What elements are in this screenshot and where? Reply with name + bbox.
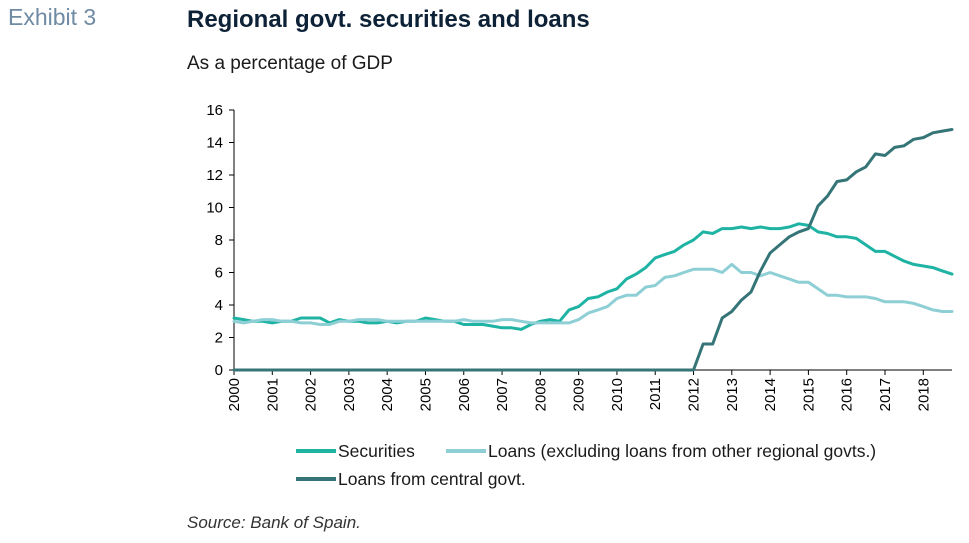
legend-label: Loans from central govt. [338, 469, 526, 489]
y-tick-label: 0 [215, 362, 223, 379]
y-tick-label: 12 [206, 167, 223, 184]
exhibit-label: Exhibit 3 [8, 4, 97, 30]
x-tick-label: 2005 [417, 378, 434, 411]
series-line-2 [232, 262, 954, 326]
y-tick-label: 16 [206, 102, 223, 119]
series-line-3 [232, 128, 954, 372]
x-tick-label: 2007 [494, 378, 511, 411]
y-tick-label: 2 [215, 330, 223, 347]
legend-label: Loans (excluding loans from other region… [488, 441, 876, 461]
x-tick-label: 2000 [226, 378, 243, 411]
x-tick-label: 2014 [762, 378, 779, 411]
x-tick-label: 2018 [915, 378, 932, 411]
legend-label: Securities [338, 441, 415, 461]
x-tick-label: 2010 [609, 378, 626, 411]
chart-series-group [232, 128, 954, 372]
chart-subtitle: As a percentage of GDP [187, 53, 393, 74]
x-tick-label: 2012 [686, 378, 703, 411]
x-tick-label: 2001 [264, 378, 281, 411]
x-tick-label: 2004 [379, 378, 396, 411]
series-line-1 [232, 222, 954, 331]
x-tick-label: 2017 [877, 378, 894, 411]
x-tick-label: 2015 [800, 378, 817, 411]
y-tick-label: 4 [215, 297, 223, 314]
y-tick-label: 10 [206, 200, 223, 217]
chart-legend: Securities Loans (excluding loans from ot… [296, 441, 876, 489]
chart-axes: 0 2 4 6 8 10 12 14 16 2000 2001 2002 2003 2004 2005 200… [206, 102, 952, 411]
y-tick-label: 8 [215, 232, 223, 249]
x-tick-label: 2008 [532, 378, 549, 411]
chart-title: Regional govt. securities and loans [187, 6, 590, 33]
x-tick-label: 2006 [456, 378, 473, 411]
x-tick-label: 2016 [839, 378, 856, 411]
x-tick-label: 2003 [341, 378, 358, 411]
x-tick-label: 2002 [303, 378, 320, 411]
x-tick-label: 2011 [647, 378, 664, 410]
source-note: Source: Bank of Spain. [187, 513, 361, 532]
x-tick-label: 2009 [571, 378, 588, 411]
y-tick-label: 14 [206, 135, 223, 152]
y-tick-label: 6 [215, 265, 223, 282]
x-tick-label: 2013 [724, 378, 741, 411]
